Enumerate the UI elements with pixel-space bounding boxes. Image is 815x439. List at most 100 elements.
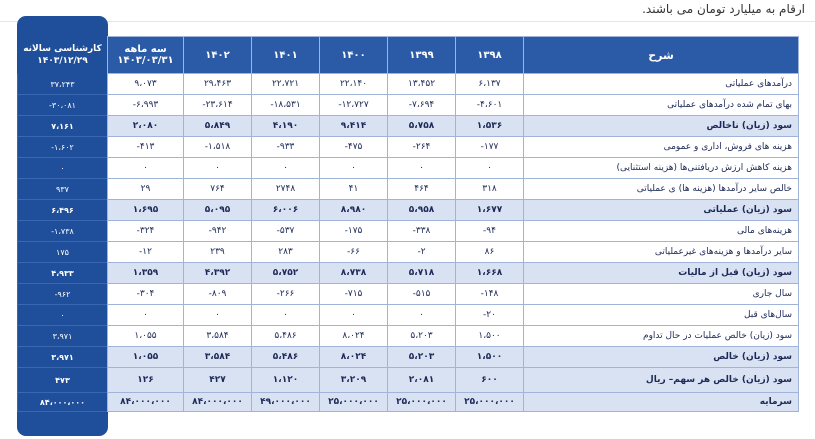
row-value: ۱،۶۹۵: [107, 199, 184, 221]
row-value: ۸،۹۸۰: [319, 199, 388, 221]
row-value: ۰: [107, 304, 184, 326]
row-value: ۳،۵۸۴: [183, 325, 252, 347]
row-value: ۸۰۹-: [183, 283, 252, 305]
row-value: ۱۲،۷۲۷-: [319, 94, 388, 116]
row-value: ۵۱۵-: [387, 283, 456, 305]
row-value: ۱،۶۷۷: [455, 199, 524, 221]
row-value: ۴۱۳-: [107, 136, 184, 158]
row-label: درآمدهای عملیاتی: [523, 73, 799, 95]
row-value: ۱،۰۵۵: [107, 346, 184, 368]
row-value: ۳۳۸-: [387, 220, 456, 242]
row-value: ۲،۰۸۱: [387, 367, 456, 393]
table-row: درآمدهای عملیاتی ۶،۱۳۷ ۱۳،۴۵۲ ۲۲،۱۴۰ ۲۲،۷۲۱ ۲…: [17, 73, 799, 95]
row-expert-value: ۱،۷۳۸-: [17, 220, 108, 242]
row-value: ۰: [183, 304, 252, 326]
table-row: هزینه کاهش ارزش دریافتنی‌ها (هزینه استثن…: [17, 157, 799, 179]
row-value: ۵،۹۵۸: [387, 199, 456, 221]
row-expert-value: ۹۶۲-: [17, 283, 108, 305]
header-three-month-line2: ۱۴۰۳/۰۳/۳۱: [117, 55, 174, 66]
row-expert-value: ۴،۹۳۳: [17, 262, 108, 284]
row-value: ۱،۵۳۶: [455, 115, 524, 137]
row-value: ۴۶۴: [387, 178, 456, 200]
row-value: ۸،۰۲۴: [319, 325, 388, 347]
row-value: ۲۳۹: [183, 241, 252, 263]
row-value: ۶،۱۳۷: [455, 73, 524, 95]
table-row: خالص سایر درآمدها (هزینه ها) ی عملیاتی ۳۱…: [17, 178, 799, 200]
header-expert-line2: ۱۴۰۳/۱۲/۲۹: [37, 56, 88, 66]
row-label: سال جاری: [523, 283, 799, 305]
table-row: سود (زیان) خالص ۱،۵۰۰ ۵،۲۰۳ ۸،۰۲۴ ۵،۴۸۶ ۳،۵۸۴…: [17, 346, 799, 368]
row-label: سرمایه: [523, 392, 799, 412]
row-value: ۹۴-: [455, 220, 524, 242]
table-row: سال جاری ۱۴۸- ۵۱۵- ۷۱۵- ۲۶۶- ۸۰۹- ۳۰۴- ۹۶۲-: [17, 283, 799, 305]
row-expert-value: ۰: [17, 157, 108, 179]
row-label: سود (زیان) عملیاتی: [523, 199, 799, 221]
row-value: ۵،۸۴۹: [183, 115, 252, 137]
row-value: ۱۲-: [107, 241, 184, 263]
row-value: ۴۲۷: [183, 367, 252, 393]
row-expert-value: ۴۷۳: [17, 367, 108, 393]
row-value: ۵،۲۰۳: [387, 325, 456, 347]
row-value: ۷۱۵-: [319, 283, 388, 305]
row-expert-value: ۳،۹۷۱: [17, 346, 108, 368]
table-row: سال‌های قبل ۲۰- ۰ ۰ ۰ ۰ ۰ ۰: [17, 304, 799, 326]
row-value: ۱۲۶: [107, 367, 184, 393]
row-value: ۰: [387, 157, 456, 179]
row-value: ۰: [251, 157, 320, 179]
row-label: سال‌های قبل: [523, 304, 799, 326]
row-value: ۳،۵۸۴: [183, 346, 252, 368]
row-value: ۸۴،۰۰۰،۰۰۰: [183, 392, 252, 412]
row-value: ۰: [319, 304, 388, 326]
row-value: ۶۰۰: [455, 367, 524, 393]
row-value: ۳۰۴-: [107, 283, 184, 305]
row-value: ۲۹،۴۶۳: [183, 73, 252, 95]
row-value: ۴۱: [319, 178, 388, 200]
row-value: ۴،۱۹۰: [251, 115, 320, 137]
row-value: ۲۸۳: [251, 241, 320, 263]
row-value: ۱۸،۵۳۱-: [251, 94, 320, 116]
row-expert-value: ۰: [17, 304, 108, 326]
row-value: ۳،۲۰۹: [319, 367, 388, 393]
row-expert-value: ۳،۹۷۱: [17, 325, 108, 347]
income-statement-table: شرح ۱۳۹۸ ۱۳۹۹ ۱۴۰۰ ۱۴۰۱ ۱۴۰۲ سه ماهه ۱۴۰…: [17, 36, 799, 412]
row-value: ۶،۰۰۶: [251, 199, 320, 221]
row-value: ۴،۳۹۲: [183, 262, 252, 284]
header-expert-line1: کارشناسی سالانه: [23, 44, 102, 54]
row-value: ۵،۴۸۶: [251, 325, 320, 347]
header-year: ۱۴۰۲: [183, 36, 252, 74]
row-value: ۲۵،۰۰۰،۰۰۰: [319, 392, 388, 412]
header-year: ۱۳۹۹: [387, 36, 456, 74]
table-row: سرمایه ۲۵،۰۰۰،۰۰۰ ۲۵،۰۰۰،۰۰۰ ۲۵،۰۰۰،۰۰۰ ۴۹،۰…: [17, 392, 799, 412]
row-label: سود (زیان) ناخالص: [523, 115, 799, 137]
row-value: ۰: [183, 157, 252, 179]
table-row: سود (زیان) خالص هر سهم– ریال ۶۰۰ ۲،۰۸۱ ۳،۲۰…: [17, 367, 799, 393]
row-label: سود (زیان) خالص عملیات در حال تداوم: [523, 325, 799, 347]
row-value: ۸،۷۳۸: [319, 262, 388, 284]
table-row: هزینه های فروش، اداری و عمومی ۱۷۷- ۲۶۴- ۴۷۵…: [17, 136, 799, 158]
row-expert-value: ۶،۴۹۶: [17, 199, 108, 221]
row-expert-value: ۳۰،۰۸۱-: [17, 94, 108, 116]
row-value: ۱،۰۵۵: [107, 325, 184, 347]
header-year: ۱۴۰۱: [251, 36, 320, 74]
row-value: ۲-: [387, 241, 456, 263]
row-value: ۲۷۴۸: [251, 178, 320, 200]
table-row: سود (زیان) خالص عملیات در حال تداوم ۱،۵۰۰…: [17, 325, 799, 347]
row-value: ۲۲،۱۴۰: [319, 73, 388, 95]
header-three-month: سه ماهه ۱۴۰۳/۰۳/۳۱: [107, 36, 184, 74]
row-value: ۰: [107, 157, 184, 179]
row-value: ۱،۵۰۰: [455, 346, 524, 368]
row-value: ۴،۶۰۱-: [455, 94, 524, 116]
row-expert-value: ۸۴،۰۰۰،۰۰۰: [17, 392, 108, 412]
units-note: ارقام به میلیارد تومان می باشند.: [642, 2, 805, 16]
row-value: ۷۶۴: [183, 178, 252, 200]
table-row: سود (زیان) ناخالص ۱،۵۳۶ ۵،۷۵۸ ۹،۴۱۴ ۴،۱۹۰ ۵،۸…: [17, 115, 799, 137]
header-year: ۱۳۹۸: [455, 36, 524, 74]
row-value: ۲۰-: [455, 304, 524, 326]
row-label: سود (زیان) خالص هر سهم– ریال: [523, 367, 799, 393]
row-value: ۲۹: [107, 178, 184, 200]
row-expert-value: ۱۷۵: [17, 241, 108, 263]
row-value: ۱،۶۶۸: [455, 262, 524, 284]
row-value: ۴۹،۰۰۰،۰۰۰: [251, 392, 320, 412]
row-label: خالص سایر درآمدها (هزینه ها) ی عملیاتی: [523, 178, 799, 200]
row-value: ۸۶: [455, 241, 524, 263]
